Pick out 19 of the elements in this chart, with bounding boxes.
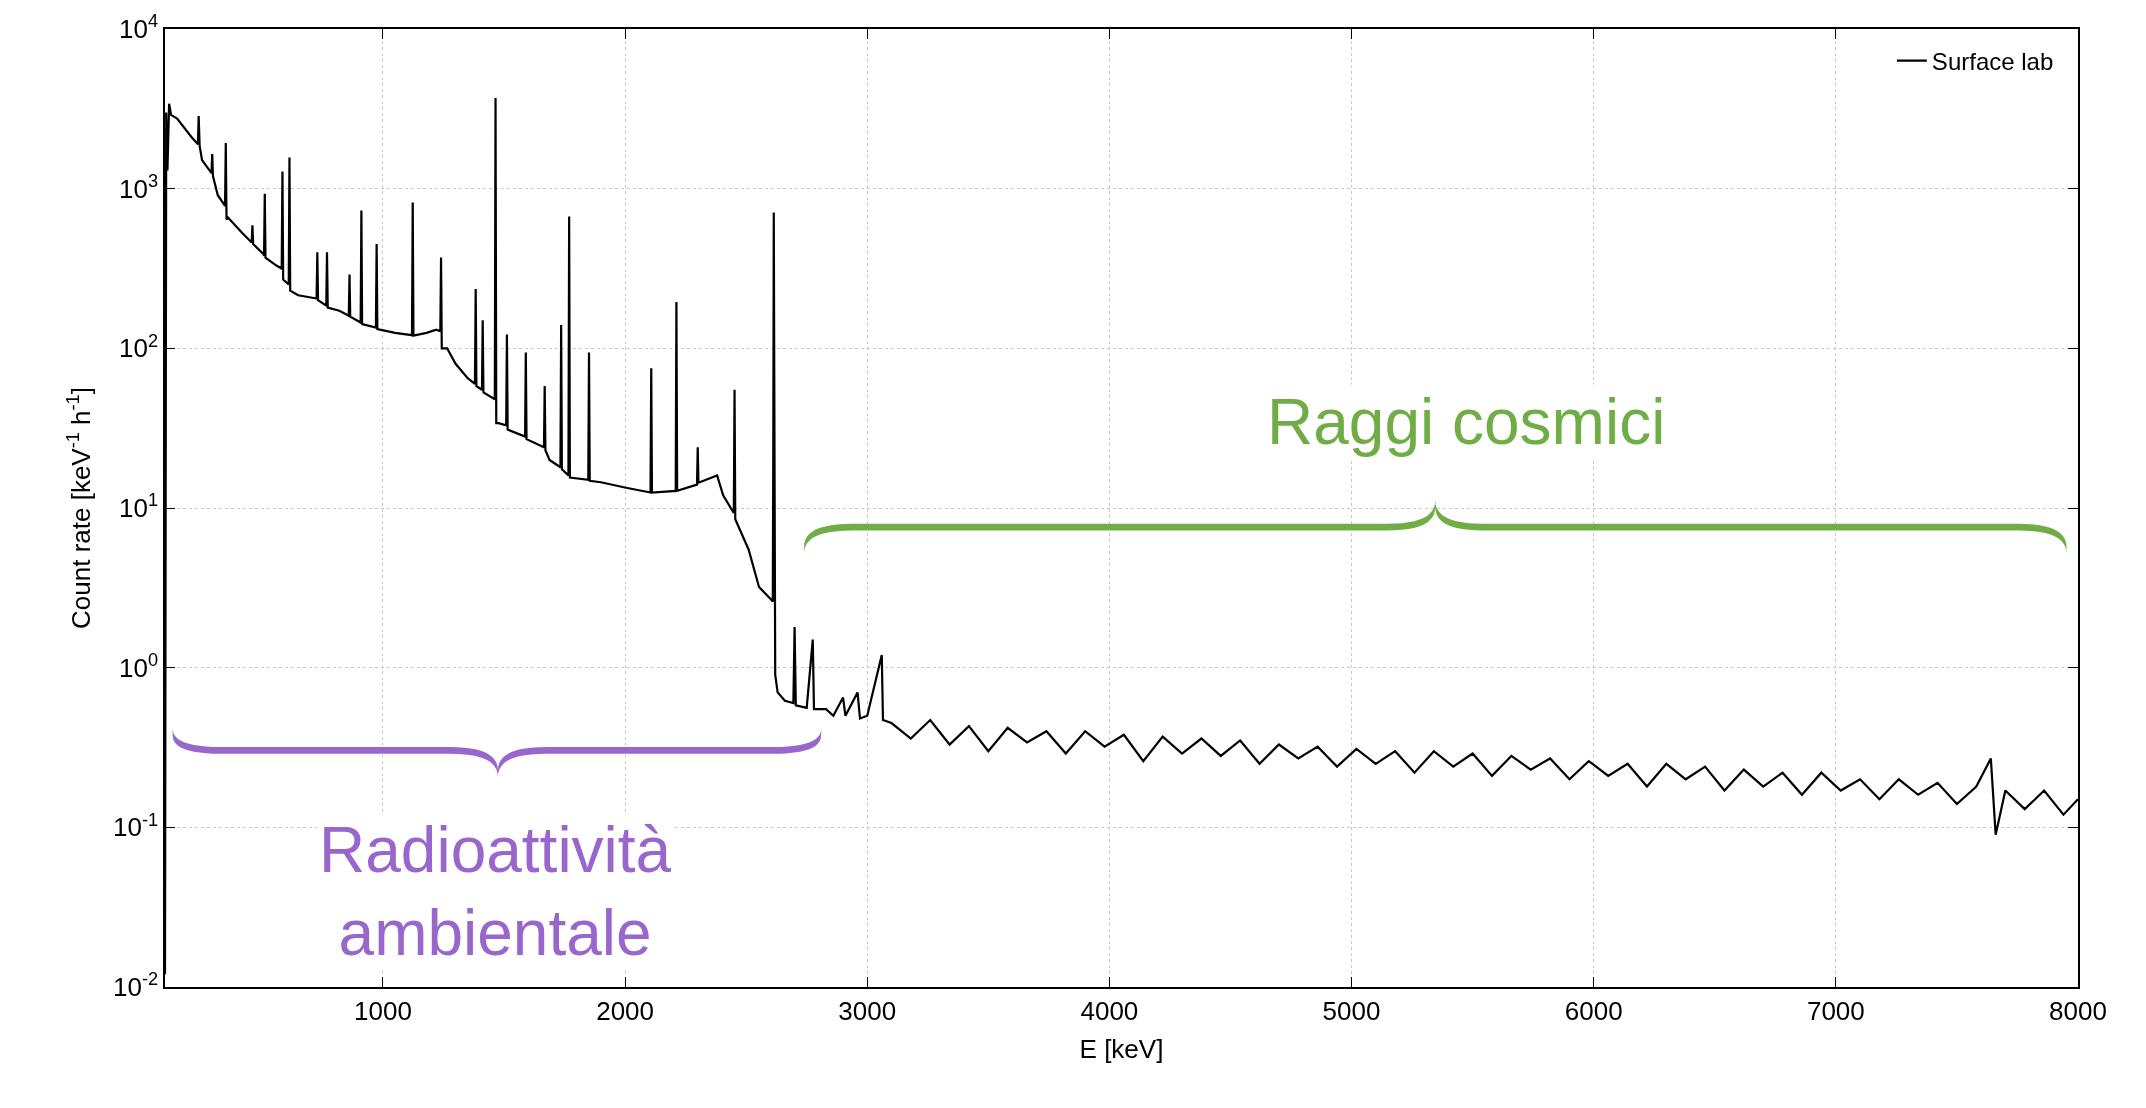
y-tick-label: 10$^{-2}$: [112, 969, 159, 1003]
legend-label: Surface lab: [1931, 48, 2054, 76]
x-tick-label: 2000: [596, 995, 655, 1026]
x-tick-label: 4000: [1080, 995, 1139, 1026]
x-tick-label: 6000: [1564, 995, 1623, 1026]
x-tick-label: 1000: [354, 995, 412, 1026]
y-tick-label: 10$^{-1}$: [112, 809, 159, 843]
x-tick-label: 8000: [2049, 995, 2107, 1026]
x-tick-label: 7000: [1806, 995, 1865, 1026]
y-tick-label: 10$^{0}$: [119, 649, 159, 683]
x-tick-label: 5000: [1322, 995, 1381, 1026]
y-tick-label: 10$^{1}$: [119, 490, 159, 524]
x-axis-title: E [keV]: [1079, 1034, 1164, 1065]
annotation: Radioattività ambientale: [319, 814, 672, 970]
y-tick-label: 10$^{2}$: [119, 330, 159, 364]
y-tick-label: 10$^{4}$: [119, 11, 159, 45]
annotation: Raggi cosmici: [1267, 386, 1666, 458]
y-tick-label: 10$^{3}$: [119, 170, 159, 204]
x-tick-label: 3000: [838, 995, 897, 1026]
